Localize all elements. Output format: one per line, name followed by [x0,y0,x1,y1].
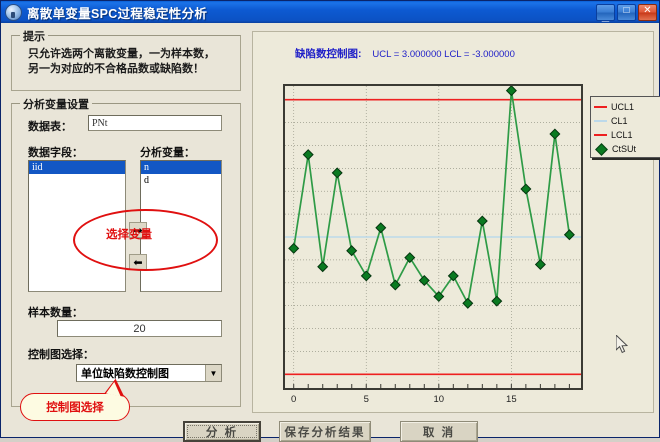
chart-legend: UCL1 CL1 LCL1 CtSUt [590,96,660,158]
close-button[interactable]: ✕ [638,3,657,21]
chart-title-stats: UCL = 3.000000 LCL = -3.000000 [372,49,515,60]
legend-item: CtSUt [594,142,660,156]
control-chart-select-value: 单位缺陷数控制图 [81,368,169,380]
maximize-icon: □ [623,5,630,16]
add-variable-button[interactable]: ➡ [129,222,147,238]
legend-item: LCL1 [594,128,660,142]
cancel-button-label: 取 消 [422,426,456,439]
sample-size-label: 样本数量： [28,307,83,319]
legend-item-label: CL1 [611,116,628,126]
variable-settings-title: 分析变量设置 [20,96,92,112]
data-table-label: 数据表： [28,121,72,133]
chart-select-callout: 控制图选择 [20,393,130,421]
control-chart-select-label: 控制图选择： [28,349,94,361]
chart-title: 缺陷数控制图: UCL = 3.000000 LCL = -3.000000 [295,46,515,61]
app-globe-icon [5,3,22,21]
hint-line-2: 另一为对应的不合格品数或缺陷数！ [28,63,204,75]
arrow-right-icon: ➡ [133,224,143,237]
select-variables-annotation-text: 选择变量 [106,229,152,241]
chart-select-callout-text: 控制图选择 [46,402,104,414]
x-axis-tick-label: 0 [291,394,297,405]
x-axis-tick-label: 10 [433,394,445,405]
hint-text: 只允许选两个离散变量，一为样本数， 另一为对应的不合格品数或缺陷数！ [28,47,228,77]
x-axis-tick-label: 15 [506,394,517,405]
hint-line-1: 只允许选两个离散变量，一为样本数， [28,48,215,60]
legend-item: UCL1 [594,100,660,114]
legend-item: CL1 [594,114,660,128]
analyze-button-label: 分 析 [187,425,257,439]
save-results-button-label: 保存分析结果 [284,426,366,439]
arrow-left-icon: ⬅ [133,256,143,269]
close-icon: ✕ [643,5,652,16]
minimize-icon: _ [601,7,610,23]
list-item[interactable]: iid [29,161,125,174]
window-controls: _ □ ✕ [596,3,657,23]
legend-item-label: UCL1 [611,102,635,112]
data-fields-label: 数据字段： [28,147,83,159]
legend-line-icon [594,134,607,136]
analysis-vars-listbox[interactable]: n d [140,160,222,292]
minimize-button[interactable]: _ [596,3,615,23]
sample-size-input[interactable]: 20 [57,320,222,337]
title-bar: 离散单变量SPC过程稳定性分析 _ □ ✕ [1,1,659,23]
analysis-vars-label: 分析变量： [140,147,195,159]
legend-item-label: CtSUt [612,144,637,154]
legend-line-icon [594,120,607,122]
hint-groupbox-title: 提示 [20,28,48,44]
maximize-button[interactable]: □ [617,3,636,21]
chevron-down-icon[interactable]: ▼ [205,365,221,381]
legend-diamond-icon [595,142,608,156]
legend-item-label: LCL1 [611,130,633,140]
analyze-button[interactable]: 分 析 [183,421,261,442]
chart-title-text: 缺陷数控制图: [295,48,362,60]
list-item[interactable]: n [141,161,221,174]
mouse-cursor [616,335,628,354]
control-chart-panel: 缺陷数控制图: UCL = 3.000000 LCL = -3.000000 3… [252,31,660,413]
window-title: 离散单变量SPC过程稳定性分析 [27,6,208,21]
x-axis-tick-label: 5 [363,394,369,405]
legend-line-icon [594,106,607,108]
list-item[interactable]: d [144,175,149,186]
remove-variable-button[interactable]: ⬅ [129,254,147,270]
variable-settings-groupbox: 分析变量设置 数据表： PNt 数据字段： 分析变量： iid n d ➡ ⬅ … [11,96,241,407]
plot-area [283,84,583,390]
callout-tail-inner [105,380,124,397]
window-client-area: 提示 只允许选两个离散变量，一为样本数， 另一为对应的不合格品数或缺陷数！ 分析… [2,23,660,442]
save-results-button[interactable]: 保存分析结果 [279,421,371,442]
control-chart-svg [285,85,581,388]
hint-groupbox: 提示 只允许选两个离散变量，一为样本数， 另一为对应的不合格品数或缺陷数！ [11,28,241,91]
data-table-input[interactable]: PNt [88,115,222,131]
control-chart-select[interactable]: 单位缺陷数控制图 ▼ [76,364,222,382]
cancel-button[interactable]: 取 消 [400,421,478,442]
